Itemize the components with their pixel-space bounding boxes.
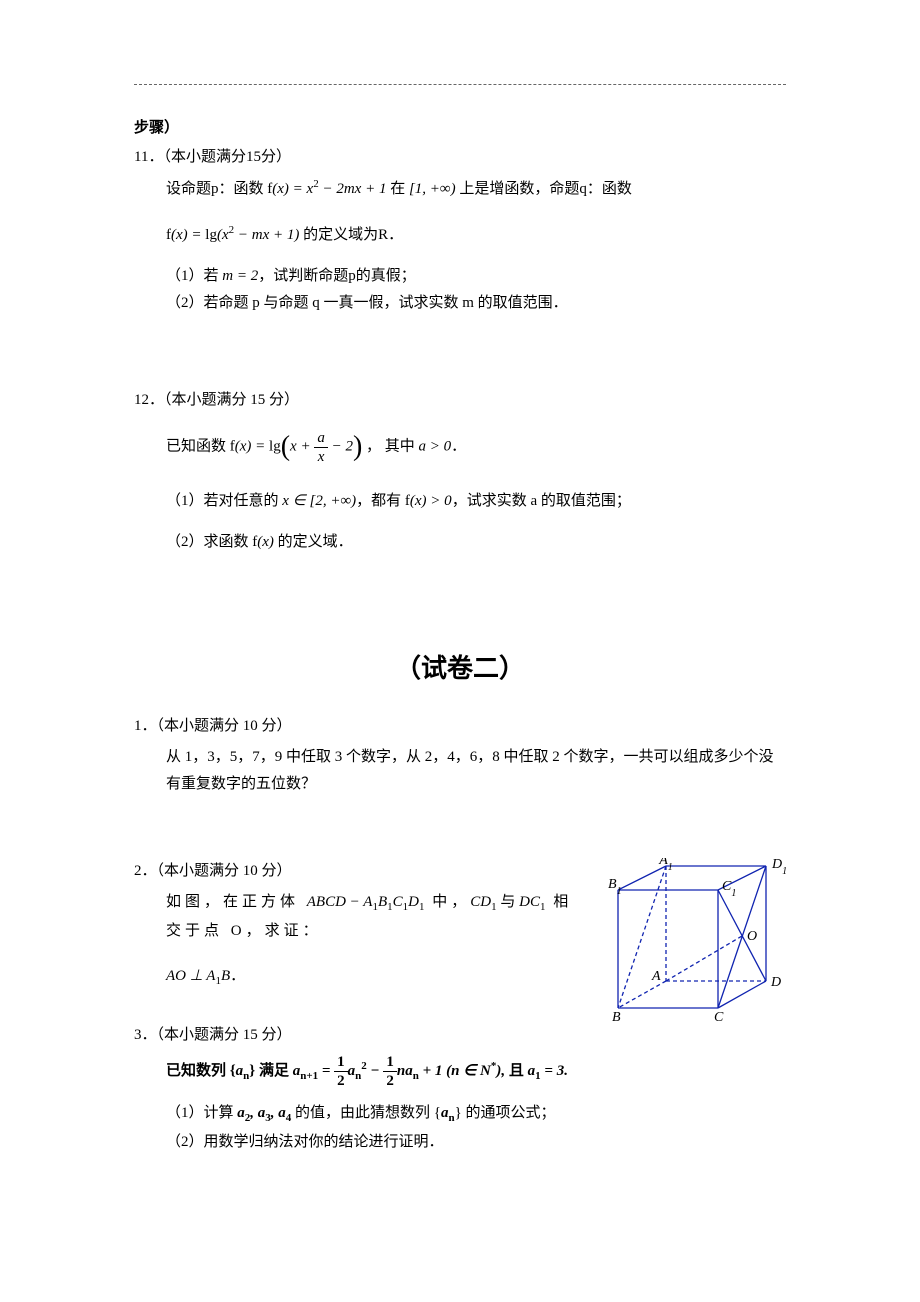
p2-and: 与 [497,894,520,910]
section-2-title: （试卷二） [134,646,786,693]
p3-nan: nan [397,1063,419,1079]
cube-svg: A1 D1 B1 C1 A D B C O [606,858,786,1041]
q11-l2-math: f(x) = lg(x2 − mx + 1) [166,227,299,243]
q12-cond: a > 0 [419,439,452,455]
q11-l1-pre: 设命题p：函数 [166,181,267,197]
label-o: O [747,929,757,944]
continuation-header: 步骤） [134,115,786,142]
q11-l1-math: f(x) = x2 − 2mx + 1 [267,181,386,197]
label-d1: D1 [771,858,786,877]
p3-an: an [236,1063,250,1079]
p2-cube-name: ABCD − A1B1C1D1 [307,894,425,910]
p3-frac2: 12 [383,1053,397,1090]
q11-l1-mid: 在 [386,181,409,197]
q12-frac-num: a [314,429,328,448]
rparen-icon: ) [353,431,362,462]
q12-l1-end: ． [451,439,466,455]
label-d: D [770,975,781,990]
p3-f1-num: 1 [334,1053,348,1072]
p2-conclusion: AO ⊥ A1B [166,968,230,984]
p3-l1-pre: 已知数列 { [166,1063,236,1079]
edge-a-b [618,981,666,1008]
p2-cd1: CD1 [470,894,496,910]
q12-s1-int: x ∈ [2, +∞) [282,493,356,509]
p3-sub2: （2）用数学归纳法对你的结论进行证明． [134,1129,786,1156]
diag-a1-b [618,866,666,1008]
q12-s2-math: f(x) [252,534,274,550]
q12-inner: x + [290,439,314,455]
q11-sub2: （2）若命题 p 与命题 q 一真一假，试求实数 m 的取值范围． [134,290,786,317]
q12-inner2: − 2 [328,439,353,455]
p3-an1: an+1 [293,1063,318,1079]
q12-sub2: （2）求函数 f(x) 的定义域． [134,529,786,556]
p3-l1-mid1: } 满足 [249,1063,292,1079]
cube-top-face [618,866,766,890]
label-a1: A1 [658,858,673,873]
p2-line1: 如图，在正方体 ABCD − A1B1C1D1 中，CD1 与 DC1 相交于点… [134,889,574,945]
q11-sub1-pre: （1）若 [166,268,222,284]
lparen-icon: ( [281,431,290,462]
q12-l1-post: ， 其中 [362,439,418,455]
q11-sub1: （1）若 m = 2，试判断命题p的真假； [134,263,786,290]
p3-sub1: （1）计算 a2, a3, a4 的值，由此猜想数列 {an} 的通项公式； [134,1100,786,1129]
q11-line2: f(x) = lg(x2 − mx + 1) 的定义域为R． [134,221,786,249]
q11-line1: 设命题p：函数 f(x) = x2 − 2mx + 1 在 [1, +∞) 上是… [134,175,786,203]
cube-figure: A1 D1 B1 C1 A D B C O [606,858,786,1051]
q12-s1-math: f(x) > 0 [405,493,452,509]
q11-sub1-math: m = 2 [222,268,258,284]
label-c: C [714,1010,724,1025]
p3-frac1: 12 [334,1053,348,1090]
p3-line1: 已知数列 {an} 满足 an+1 = 12an2 − 12nan + 1 (n… [134,1053,786,1090]
q11-l1-interval: [1, +∞) [409,181,456,197]
diag-a-o [666,936,742,981]
p3-and: 且 [509,1063,528,1079]
q11-number: 11．（本小题满分15分） [134,144,786,171]
p3-plus: + 1 (n ∈ N*), [419,1063,509,1079]
p2-l2-post: ． [230,968,245,984]
q11-sub1-post: ，试判断命题p的真假； [258,268,416,284]
p2-l1-mid: 中， [424,894,470,910]
p3-an2: an2 [348,1063,367,1079]
label-b: B [612,1010,621,1025]
p3-f2-num: 1 [383,1053,397,1072]
q12-s1-pre: （1）若对任意的 [166,493,282,509]
p3-a1: a1 = 3. [528,1063,568,1079]
p3-s1-text: （1）计算 a2, a3, a4 的值，由此猜想数列 {an} 的通项公式； [166,1105,556,1121]
q12-line1: 已知函数 f(x) = lg(x + ax − 2) ， 其中 a > 0． [134,422,786,472]
p3-eq: = [318,1063,334,1079]
q12-frac-den: x [314,448,328,466]
q12-s1-post: ，试求实数 a 的取值范围； [452,493,631,509]
q12-s1-mid: ，都有 [356,493,405,509]
q12-s2-post: 的定义域． [274,534,353,550]
p1-body: 从 1，3，5，7，9 中任取 3 个数字，从 2，4，6，8 中任取 2 个数… [134,744,786,798]
q12-l1-pre: 已知函数 [166,439,230,455]
p3-minus: − [367,1063,384,1079]
label-b1: B1 [608,877,622,897]
q12-frac: ax [314,429,328,466]
p3-f1-den: 2 [334,1072,348,1090]
q11-l1-post: 上是增函数，命题q：函数 [456,181,632,197]
question-11: 11．（本小题满分15分） 设命题p：函数 f(x) = x2 − 2mx + … [134,144,786,317]
q12-sub1: （1）若对任意的 x ∈ [2, +∞)，都有 f(x) > 0，试求实数 a … [134,488,786,515]
problem-1: 1．（本小题满分 10 分） 从 1，3，5，7，9 中任取 3 个数字，从 2… [134,713,786,798]
p1-number: 1．（本小题满分 10 分） [134,713,786,740]
p3-f2-den: 2 [383,1072,397,1090]
label-a: A [651,969,661,984]
p2-l1-pre: 如图，在正方体 [166,894,307,910]
p2-dc1: DC1 [519,894,545,910]
page-divider [134,84,786,85]
q12-l1-f: f(x) = lg [230,439,281,455]
question-12: 12．（本小题满分 15 分） 已知函数 f(x) = lg(x + ax − … [134,387,786,556]
q12-number: 12．（本小题满分 15 分） [134,387,786,414]
q11-l2-post: 的定义域为R． [299,227,403,243]
q12-s2-pre: （2）求函数 [166,534,252,550]
